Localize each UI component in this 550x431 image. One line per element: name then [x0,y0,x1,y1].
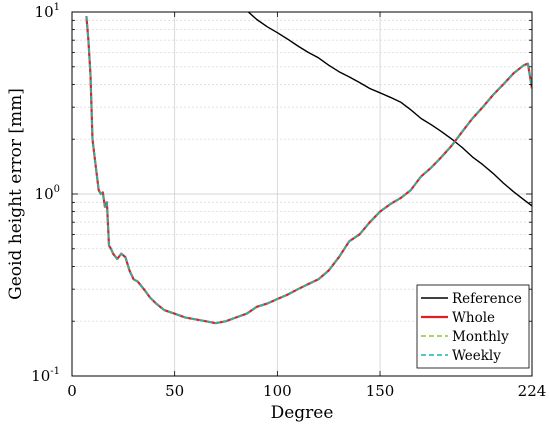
x-tick-label-224: 224 [518,382,547,400]
x-tick-label-50: 50 [165,382,184,400]
grid-lines [72,12,532,376]
legend-label-weekly: Weekly [452,348,501,364]
y-tick-exponent-0.1: -1 [50,366,60,377]
y-tick-exponent-1: 0 [54,184,60,195]
y-tick-label-0.1: 10-1 [31,366,60,385]
y-tick-label-1: 100 [35,184,60,203]
y-tick-label-10: 101 [35,2,60,21]
y-tick-exponent-10: 1 [54,2,60,13]
axis-ticks [71,11,533,377]
y-axis-label: Geoid height error [mm] [6,88,26,300]
x-tick-label-0: 0 [67,382,77,400]
legend-box [416,284,530,369]
x-tick-label-100: 100 [263,382,292,400]
legend: Reference Whole Monthly Weekly [416,284,530,369]
x-tick-label-150: 150 [366,382,395,400]
series-lines [85,12,532,325]
y-tick-labels: 10-1 100 101 [31,2,60,385]
legend-label-whole: Whole [452,310,495,326]
x-axis-label: Degree [271,403,334,423]
x-tick-labels: 0 50 100 150 224 [67,382,546,400]
series-line-reference [247,12,532,207]
legend-label-monthly: Monthly [452,329,509,345]
legend-label-reference: Reference [452,291,522,307]
series-line-weekly [85,16,532,325]
